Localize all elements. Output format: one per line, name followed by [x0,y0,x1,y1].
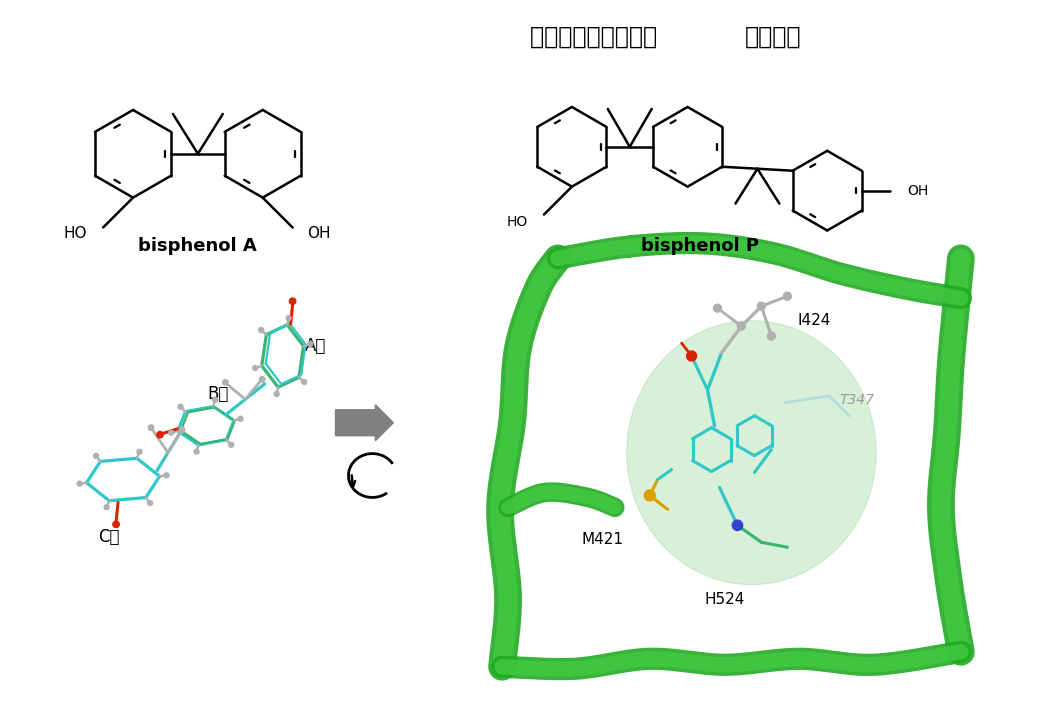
Text: 拥有三个环状结构的: 拥有三个环状结构的 [530,25,665,50]
Circle shape [286,316,291,321]
Circle shape [77,481,83,486]
Circle shape [113,521,120,527]
Ellipse shape [627,321,876,585]
Text: M421: M421 [581,532,624,547]
Text: bisphenol P: bisphenol P [641,237,758,256]
Circle shape [732,520,742,530]
Circle shape [686,351,697,361]
Circle shape [194,449,199,455]
Circle shape [222,379,228,385]
Circle shape [104,505,109,510]
Circle shape [784,292,791,300]
Circle shape [258,328,264,333]
Text: T347: T347 [839,393,875,407]
Text: HO: HO [64,226,87,241]
Circle shape [147,501,152,506]
Circle shape [259,377,265,382]
Circle shape [768,332,775,340]
Text: bisphenol A: bisphenol A [139,237,257,256]
Circle shape [137,450,142,455]
Circle shape [93,453,98,459]
Text: H524: H524 [704,592,744,607]
Circle shape [178,404,183,409]
FancyArrow shape [336,405,393,440]
Text: A环: A环 [305,337,326,355]
Circle shape [157,431,163,438]
Text: B环: B环 [208,385,229,403]
Circle shape [213,397,218,402]
Circle shape [179,427,184,433]
Text: C环: C环 [98,528,120,547]
Circle shape [302,379,307,384]
Circle shape [253,365,257,370]
Circle shape [289,298,295,304]
Circle shape [238,416,243,421]
Text: 三环双酚: 三环双酚 [744,25,801,50]
Circle shape [168,430,174,435]
Circle shape [644,490,656,501]
Circle shape [737,322,746,330]
Text: OH: OH [307,226,330,241]
Circle shape [229,442,234,447]
Circle shape [148,425,154,430]
Text: HO: HO [506,215,527,229]
Circle shape [757,302,766,310]
Text: OH: OH [907,183,929,198]
Circle shape [308,341,312,346]
Circle shape [714,304,721,312]
Text: I424: I424 [797,313,830,328]
Circle shape [274,392,280,396]
Circle shape [164,473,169,478]
